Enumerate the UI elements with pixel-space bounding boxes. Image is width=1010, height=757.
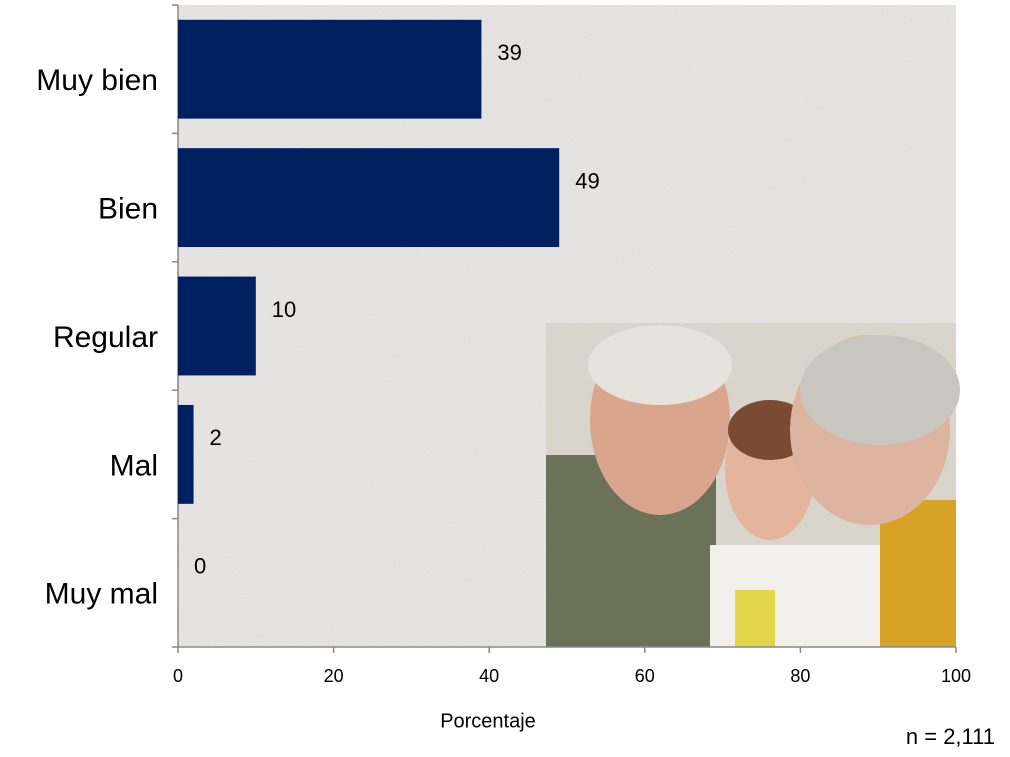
bar	[178, 276, 256, 376]
x-tick-label: 80	[790, 666, 810, 686]
x-tick-label: 100	[941, 666, 971, 686]
x-tick-label: 20	[324, 666, 344, 686]
y-tick-label: Muy mal	[45, 578, 158, 611]
photo	[546, 323, 960, 647]
bar	[178, 404, 194, 504]
note: n = 2,111	[906, 724, 995, 749]
data-label: 10	[272, 297, 296, 322]
y-tick-label: Muy bien	[36, 64, 158, 97]
y-tick-label: Mal	[110, 449, 158, 482]
y-tick-label: Regular	[53, 321, 158, 354]
x-tick-label: 40	[479, 666, 499, 686]
x-tick-label: 60	[635, 666, 655, 686]
y-tick-label: Bien	[98, 193, 158, 226]
data-label: 49	[575, 168, 599, 193]
data-label: 2	[210, 425, 222, 450]
data-label: 0	[194, 554, 206, 579]
bar	[178, 148, 560, 248]
data-label: 39	[497, 40, 521, 65]
x-axis-label: Porcentaje	[440, 710, 536, 732]
bar	[178, 19, 482, 119]
x-tick-label: 0	[173, 666, 183, 686]
